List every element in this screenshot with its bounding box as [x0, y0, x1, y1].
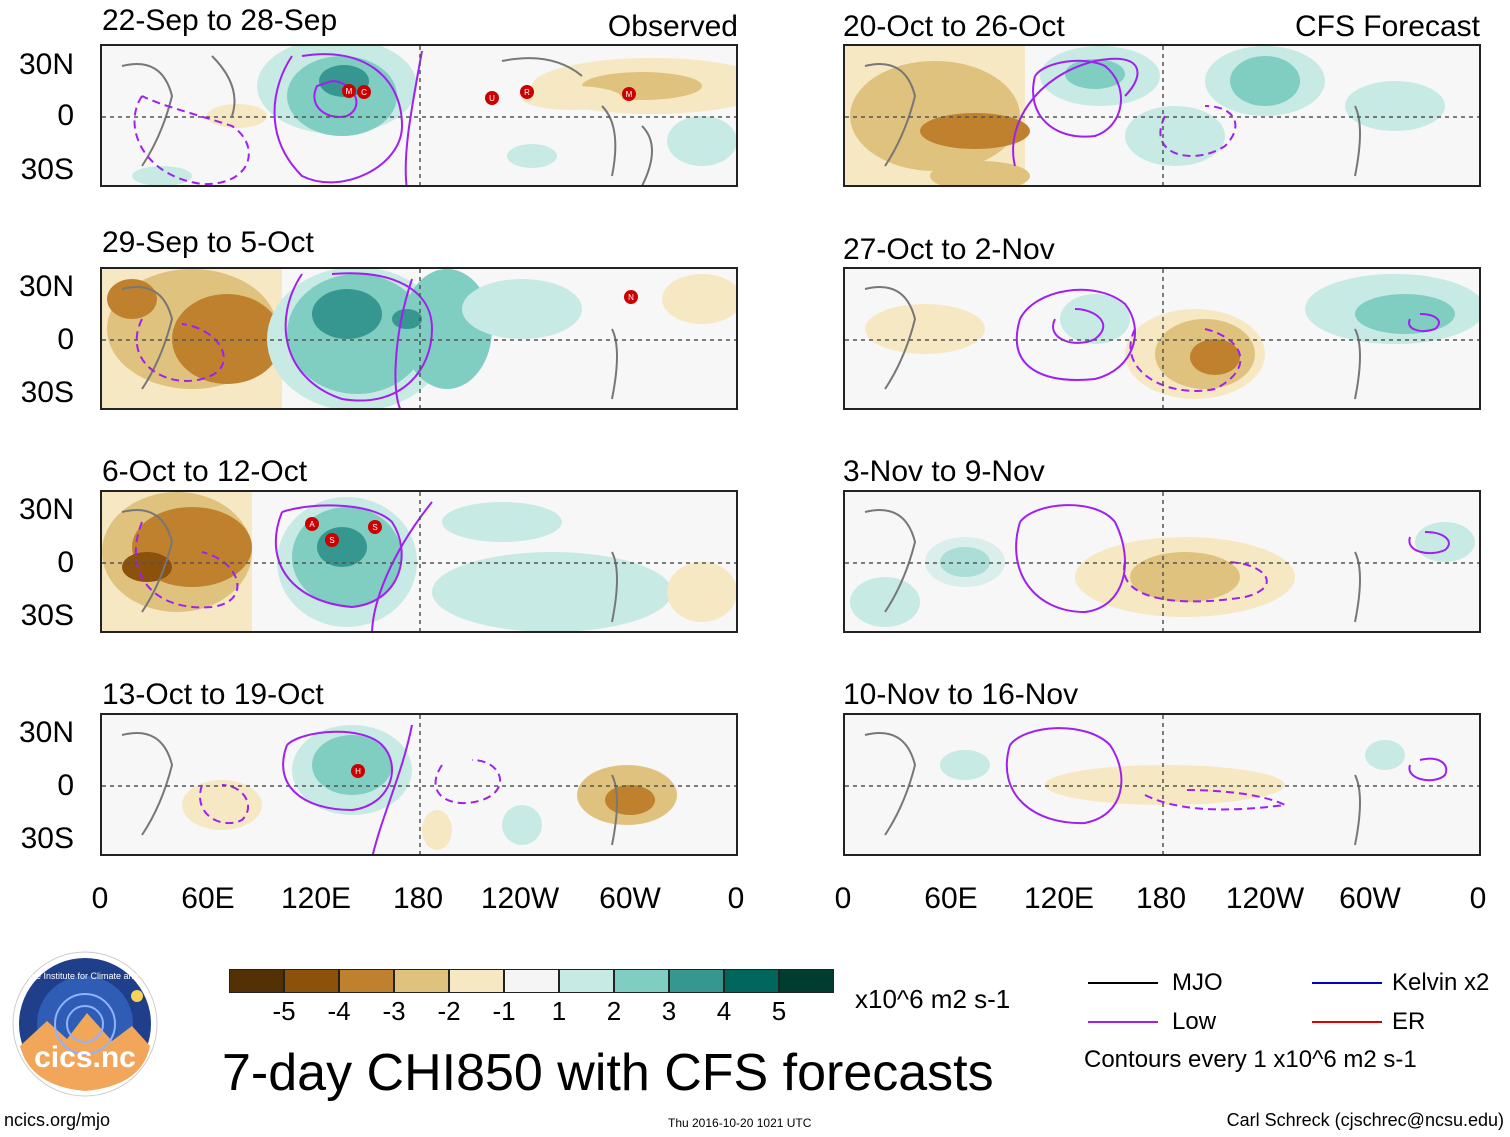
lat-label-30s: 30S: [20, 153, 74, 186]
lon-label-0: 0: [91, 882, 109, 915]
panel-title-obs-3: 6-Oct to 12-Oct: [102, 455, 308, 488]
lat-label-eq: 0: [57, 769, 74, 802]
legend-label-low: Low: [1172, 1008, 1217, 1035]
legend-line-er: [1312, 1021, 1382, 1023]
colorbar-box: [559, 969, 614, 993]
colorbar-box: [504, 969, 559, 993]
lon-label-120e: 120E: [280, 882, 352, 915]
map-forecast-1: [843, 44, 1481, 187]
lon-label-60w: 60W: [599, 882, 661, 915]
colorbar-box: [339, 969, 394, 993]
colorbar-box: [284, 969, 339, 993]
colorbar-tick: 4: [716, 996, 732, 1026]
colorbar-tick: -3: [382, 996, 406, 1026]
storm-marker-label: N: [628, 293, 634, 302]
lon-label-0: 0: [834, 882, 852, 915]
lon-label-60w: 60W: [1339, 882, 1401, 915]
lon-label-120e: 120E: [1023, 882, 1095, 915]
panel-title-fc-2: 27-Oct to 2-Nov: [843, 233, 1055, 266]
legend-line-kelvin: [1312, 982, 1382, 984]
storm-marker-label: S: [329, 536, 334, 545]
lat-label-30n: 30N: [18, 493, 74, 526]
map-forecast-3: [843, 490, 1481, 633]
colorbar-tick: 1: [551, 996, 567, 1026]
logo-ring-text: Cooperative Institute for Climate and Sa…: [12, 971, 158, 981]
lon-label-0-end: 0: [1469, 882, 1487, 915]
lat-label-eq: 0: [57, 546, 74, 579]
storm-marker-label: H: [355, 767, 361, 776]
panel-title-fc-3: 3-Nov to 9-Nov: [843, 455, 1045, 488]
lat-label-30s: 30S: [20, 822, 74, 855]
lat-label-30s: 30S: [20, 599, 74, 632]
storm-marker-label: A: [309, 520, 315, 529]
colorbar-tick: -2: [437, 996, 461, 1026]
lat-label-30n: 30N: [18, 48, 74, 81]
storm-marker-label: S: [372, 523, 377, 532]
panel-title-fc-4: 10-Nov to 16-Nov: [843, 678, 1079, 711]
lat-label-30n: 30N: [18, 270, 74, 303]
lat-label-30s: 30S: [20, 376, 74, 409]
panel-title-obs-2: 29-Sep to 5-Oct: [102, 226, 314, 259]
legend-label-er: ER: [1392, 1008, 1426, 1035]
lon-label-180: 180: [392, 882, 444, 915]
lon-label-60e: 60E: [924, 882, 978, 915]
logo-text: cics.nc: [34, 1041, 136, 1074]
colorbar-tick: 3: [661, 996, 677, 1026]
storm-marker-label: M: [346, 87, 353, 96]
lat-label-eq: 0: [57, 323, 74, 356]
legend-label-mjo: MJO: [1172, 969, 1223, 996]
map-observed-3: A S S: [100, 490, 738, 633]
map-observed-4: H: [100, 713, 738, 856]
lon-label-120w: 120W: [1225, 882, 1305, 915]
colorbar-box: [449, 969, 504, 993]
cics-logo: Cooperative Institute for Climate and Sa…: [0, 951, 178, 1097]
colorbar-tick: -4: [327, 996, 351, 1026]
map-forecast-4: [843, 713, 1481, 856]
panel-title-obs-4: 13-Oct to 19-Oct: [102, 678, 324, 711]
main-title: 7-day CHI850 with CFS forecasts: [222, 1044, 994, 1102]
storm-marker-label: U: [489, 94, 495, 103]
author-credit: Carl Schreck (cjschrec@ncsu.edu): [1226, 1110, 1504, 1130]
colorbar-box: [669, 969, 724, 993]
forecast-label: CFS Forecast: [1294, 10, 1480, 43]
colorbar-tick: 5: [771, 996, 787, 1026]
legend-line-low: [1088, 1021, 1158, 1023]
lon-label-0-end: 0: [727, 882, 745, 915]
legend-line-mjo: [1088, 982, 1158, 984]
colorbar-tick: -5: [272, 996, 296, 1026]
observed-label: Observed: [607, 10, 738, 43]
colorbar-box: [229, 969, 284, 993]
colorbar-units: x10^6 m2 s-1: [855, 984, 1011, 1014]
colorbar-box: [779, 969, 834, 993]
lon-label-180: 180: [1135, 882, 1187, 915]
storm-marker-label: M: [626, 90, 633, 99]
lat-label-eq: 0: [57, 99, 74, 132]
contour-note: Contours every 1 x10^6 m2 s-1: [1084, 1046, 1417, 1073]
map-forecast-2: [843, 267, 1481, 410]
panel-title-fc-1: 20-Oct to 26-Oct: [843, 10, 1065, 43]
colorbar-box: [394, 969, 449, 993]
colorbar-box: [614, 969, 669, 993]
colorbar-tick: 2: [606, 996, 622, 1026]
colorbar-tick: -1: [492, 996, 516, 1026]
site-link[interactable]: ncics.org/mjo: [4, 1110, 111, 1130]
lat-label-30n: 30N: [18, 716, 74, 749]
storm-marker-label: C: [361, 88, 367, 97]
lon-label-60e: 60E: [181, 882, 235, 915]
legend-label-kelvin: Kelvin x2: [1392, 969, 1490, 996]
panel-title-obs-1: 22-Sep to 28-Sep: [102, 4, 338, 37]
colorbar-box: [724, 969, 779, 993]
lon-label-120w: 120W: [480, 882, 560, 915]
timestamp: Thu 2016-10-20 1021 UTC: [668, 1116, 812, 1130]
storm-marker-label: R: [524, 88, 530, 97]
map-observed-2: N: [100, 267, 738, 410]
